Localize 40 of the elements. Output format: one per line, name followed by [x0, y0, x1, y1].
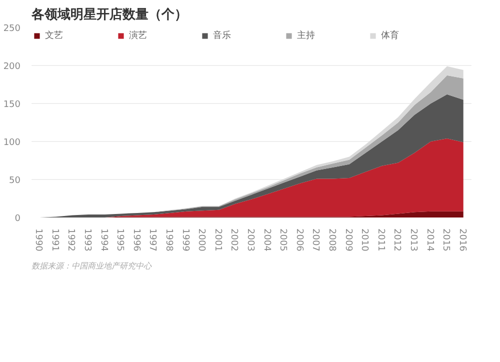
- x-tick-label: 1999: [180, 228, 190, 252]
- x-tick-label: 2014: [424, 228, 434, 252]
- x-tick-label: 2012: [392, 228, 402, 252]
- x-tick-label: 2016: [456, 228, 467, 252]
- legend-label: 演艺: [129, 30, 148, 42]
- legend-label: 音乐: [213, 30, 232, 42]
- x-tick-label: 2006: [294, 228, 304, 252]
- legend-label: 体育: [381, 29, 400, 42]
- legend-label: 主持: [297, 30, 316, 42]
- y-tick-label: 250: [3, 24, 21, 34]
- y-tick-label: 0: [14, 214, 21, 224]
- x-tick-label: 1995: [114, 228, 125, 252]
- x-tick-label: 2003: [245, 228, 255, 252]
- x-tick-label: 2008: [326, 228, 336, 252]
- x-tick-label: 2004: [261, 228, 272, 252]
- x-tick-label: 2009: [342, 228, 353, 252]
- x-tick-label: 2015: [440, 228, 451, 252]
- source-note: 数据来源：中国商业地产研究中心: [32, 262, 152, 270]
- chart-title: 各领域明星开店数量（个）: [30, 6, 188, 22]
- x-tick-label: 2005: [278, 228, 288, 252]
- x-tick-label: 1990: [33, 228, 44, 252]
- y-tick-label: 100: [3, 138, 21, 148]
- x-tick-label: 2010: [359, 228, 370, 252]
- x-tick-label: 1994: [98, 228, 108, 252]
- x-tick-label: 1998: [164, 228, 174, 252]
- x-tick-label: 2013: [408, 228, 418, 252]
- x-tick-label: 1993: [82, 228, 92, 252]
- y-tick-label: 50: [9, 176, 21, 186]
- x-tick-label: 2001: [212, 228, 222, 252]
- x-tick-label: 2011: [375, 228, 386, 252]
- x-tick-label: 2002: [228, 228, 239, 252]
- x-tick-label: 2007: [310, 228, 320, 252]
- x-tick-label: 1991: [49, 228, 60, 252]
- y-tick-label: 150: [3, 100, 21, 110]
- x-tick-label: 1997: [147, 228, 158, 252]
- y-tick-label: 200: [3, 62, 21, 72]
- x-tick-label: 2000: [196, 228, 206, 252]
- x-tick-label: 1992: [66, 228, 76, 252]
- x-tick-label: 1996: [130, 228, 141, 252]
- legend-label: 文艺: [45, 30, 64, 42]
